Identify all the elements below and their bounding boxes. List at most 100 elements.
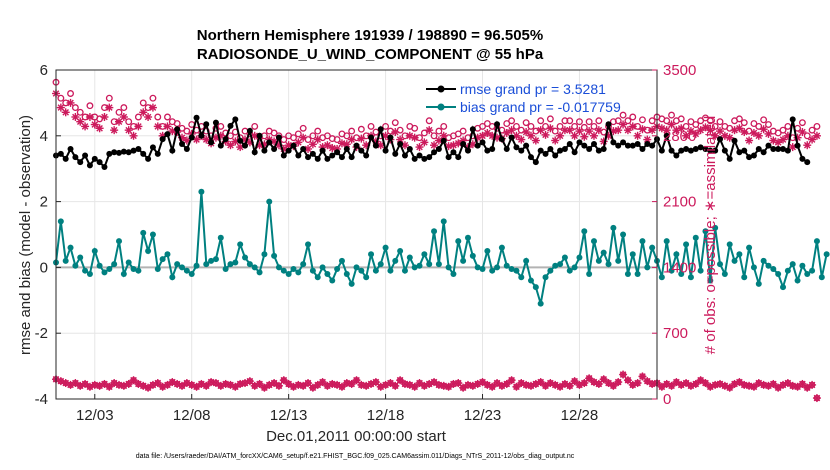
obs-possible-point bbox=[580, 123, 588, 131]
obs-possible-point bbox=[270, 129, 278, 137]
rmse-point bbox=[392, 150, 399, 157]
obs-assimilated-point bbox=[565, 126, 574, 135]
bias-point bbox=[450, 270, 457, 277]
rmse-point bbox=[198, 132, 205, 139]
obs-low-possible-point bbox=[619, 371, 627, 378]
rmse-point bbox=[227, 122, 234, 129]
rmse-point bbox=[799, 155, 806, 162]
bias-point bbox=[566, 267, 573, 274]
obs-possible-point bbox=[808, 126, 816, 134]
bias-point bbox=[571, 264, 578, 271]
rmse-point bbox=[494, 121, 501, 128]
x-tick-label: 12/18 bbox=[367, 407, 405, 424]
y-tick-label-left: 2 bbox=[40, 194, 48, 211]
obs-possible-point bbox=[750, 120, 758, 128]
bias-point bbox=[624, 270, 631, 277]
rmse-point bbox=[741, 147, 748, 154]
bias-point bbox=[474, 264, 481, 271]
obs-assimilated-point bbox=[531, 136, 540, 145]
obs-low-possible-point bbox=[372, 378, 380, 386]
obs-possible-point bbox=[105, 94, 113, 102]
obs-possible-point bbox=[479, 122, 486, 130]
obs-possible-point bbox=[624, 117, 632, 125]
obs-low-possible-point bbox=[585, 375, 593, 382]
rmse-point bbox=[372, 142, 379, 149]
obs-possible-point bbox=[125, 118, 133, 126]
obs-low-possible-point bbox=[571, 377, 578, 385]
bias-point bbox=[382, 244, 389, 251]
rmse-point bbox=[82, 152, 89, 159]
legend: rmse grand pr = 3.5281 bias grand pr = -… bbox=[426, 81, 621, 115]
rmse-point bbox=[566, 141, 573, 148]
rmse-point bbox=[760, 149, 767, 156]
obs-possible-point bbox=[648, 117, 656, 125]
obs-possible-point bbox=[459, 127, 467, 135]
bias-point bbox=[111, 261, 118, 268]
bias-point bbox=[300, 261, 307, 268]
bias-point bbox=[183, 267, 190, 274]
rmse-point bbox=[440, 137, 447, 144]
obs-assimilated-point bbox=[139, 108, 148, 117]
rmse-point bbox=[188, 134, 195, 141]
rmse-point bbox=[561, 145, 568, 152]
bias-point bbox=[707, 277, 714, 284]
rmse-point bbox=[232, 116, 239, 123]
rmse-point bbox=[222, 136, 229, 143]
bias-point bbox=[222, 266, 229, 273]
obs-assimilated-point bbox=[648, 126, 657, 135]
obs-assimilated-point bbox=[144, 113, 153, 121]
bias-point bbox=[305, 241, 312, 248]
obs-possible-point bbox=[779, 126, 787, 134]
bias-point bbox=[188, 270, 195, 277]
obs-assimilated-point bbox=[589, 131, 598, 140]
plot-frame bbox=[55, 69, 658, 400]
obs-possible-point bbox=[294, 130, 302, 138]
bias-point bbox=[726, 241, 733, 248]
obs-low-possible-point bbox=[770, 380, 777, 388]
rmse-point bbox=[120, 148, 127, 155]
bias-point bbox=[392, 257, 399, 264]
rmse-point bbox=[217, 142, 224, 149]
bias-point bbox=[242, 254, 249, 261]
bias-point bbox=[164, 251, 171, 258]
rmse-point bbox=[416, 152, 423, 159]
rmse-point bbox=[755, 145, 762, 152]
obs-low-possible-point bbox=[319, 378, 326, 386]
obs-assimilated-point bbox=[725, 133, 734, 142]
obs-assimilated-point bbox=[541, 130, 550, 139]
rmse-point bbox=[547, 145, 554, 152]
bias-point bbox=[736, 251, 743, 258]
obs-possible-point bbox=[629, 113, 637, 121]
obs-possible-point bbox=[290, 134, 297, 142]
obs-low-possible-point bbox=[537, 378, 544, 386]
bias-point bbox=[314, 274, 321, 281]
obs-low-possible-point bbox=[813, 394, 821, 402]
obs-assimilated-point bbox=[614, 126, 623, 135]
obs-assimilated-point bbox=[148, 103, 157, 112]
bias-point bbox=[82, 267, 89, 274]
rmse-point bbox=[595, 147, 602, 154]
bias-point bbox=[770, 266, 777, 273]
obs-assimilated-point bbox=[638, 125, 647, 134]
bias-point bbox=[639, 238, 646, 245]
rmse-point bbox=[644, 141, 651, 148]
obs-low-possible-point bbox=[275, 382, 283, 390]
bias-point bbox=[804, 270, 811, 277]
bias-point bbox=[266, 198, 273, 205]
bias-point bbox=[590, 238, 597, 245]
bias-point bbox=[557, 261, 564, 268]
bias-point bbox=[406, 254, 413, 261]
rmse-point bbox=[605, 121, 612, 128]
bias-point bbox=[649, 244, 656, 251]
rmse-point bbox=[629, 142, 636, 149]
rmse-point bbox=[324, 155, 331, 162]
obs-assimilated-point bbox=[430, 141, 439, 150]
obs-assimilated-point bbox=[478, 131, 487, 140]
bias-point bbox=[217, 234, 224, 241]
obs-possible-point bbox=[755, 122, 763, 130]
rmse-point bbox=[275, 134, 282, 141]
obs-assimilated-point bbox=[691, 129, 700, 138]
footnote: data file: /Users/raeder/DAI/ATM_forcXX/… bbox=[136, 453, 575, 460]
obs-assimilated-point bbox=[788, 143, 797, 152]
obs-assimilated-point bbox=[90, 120, 99, 129]
